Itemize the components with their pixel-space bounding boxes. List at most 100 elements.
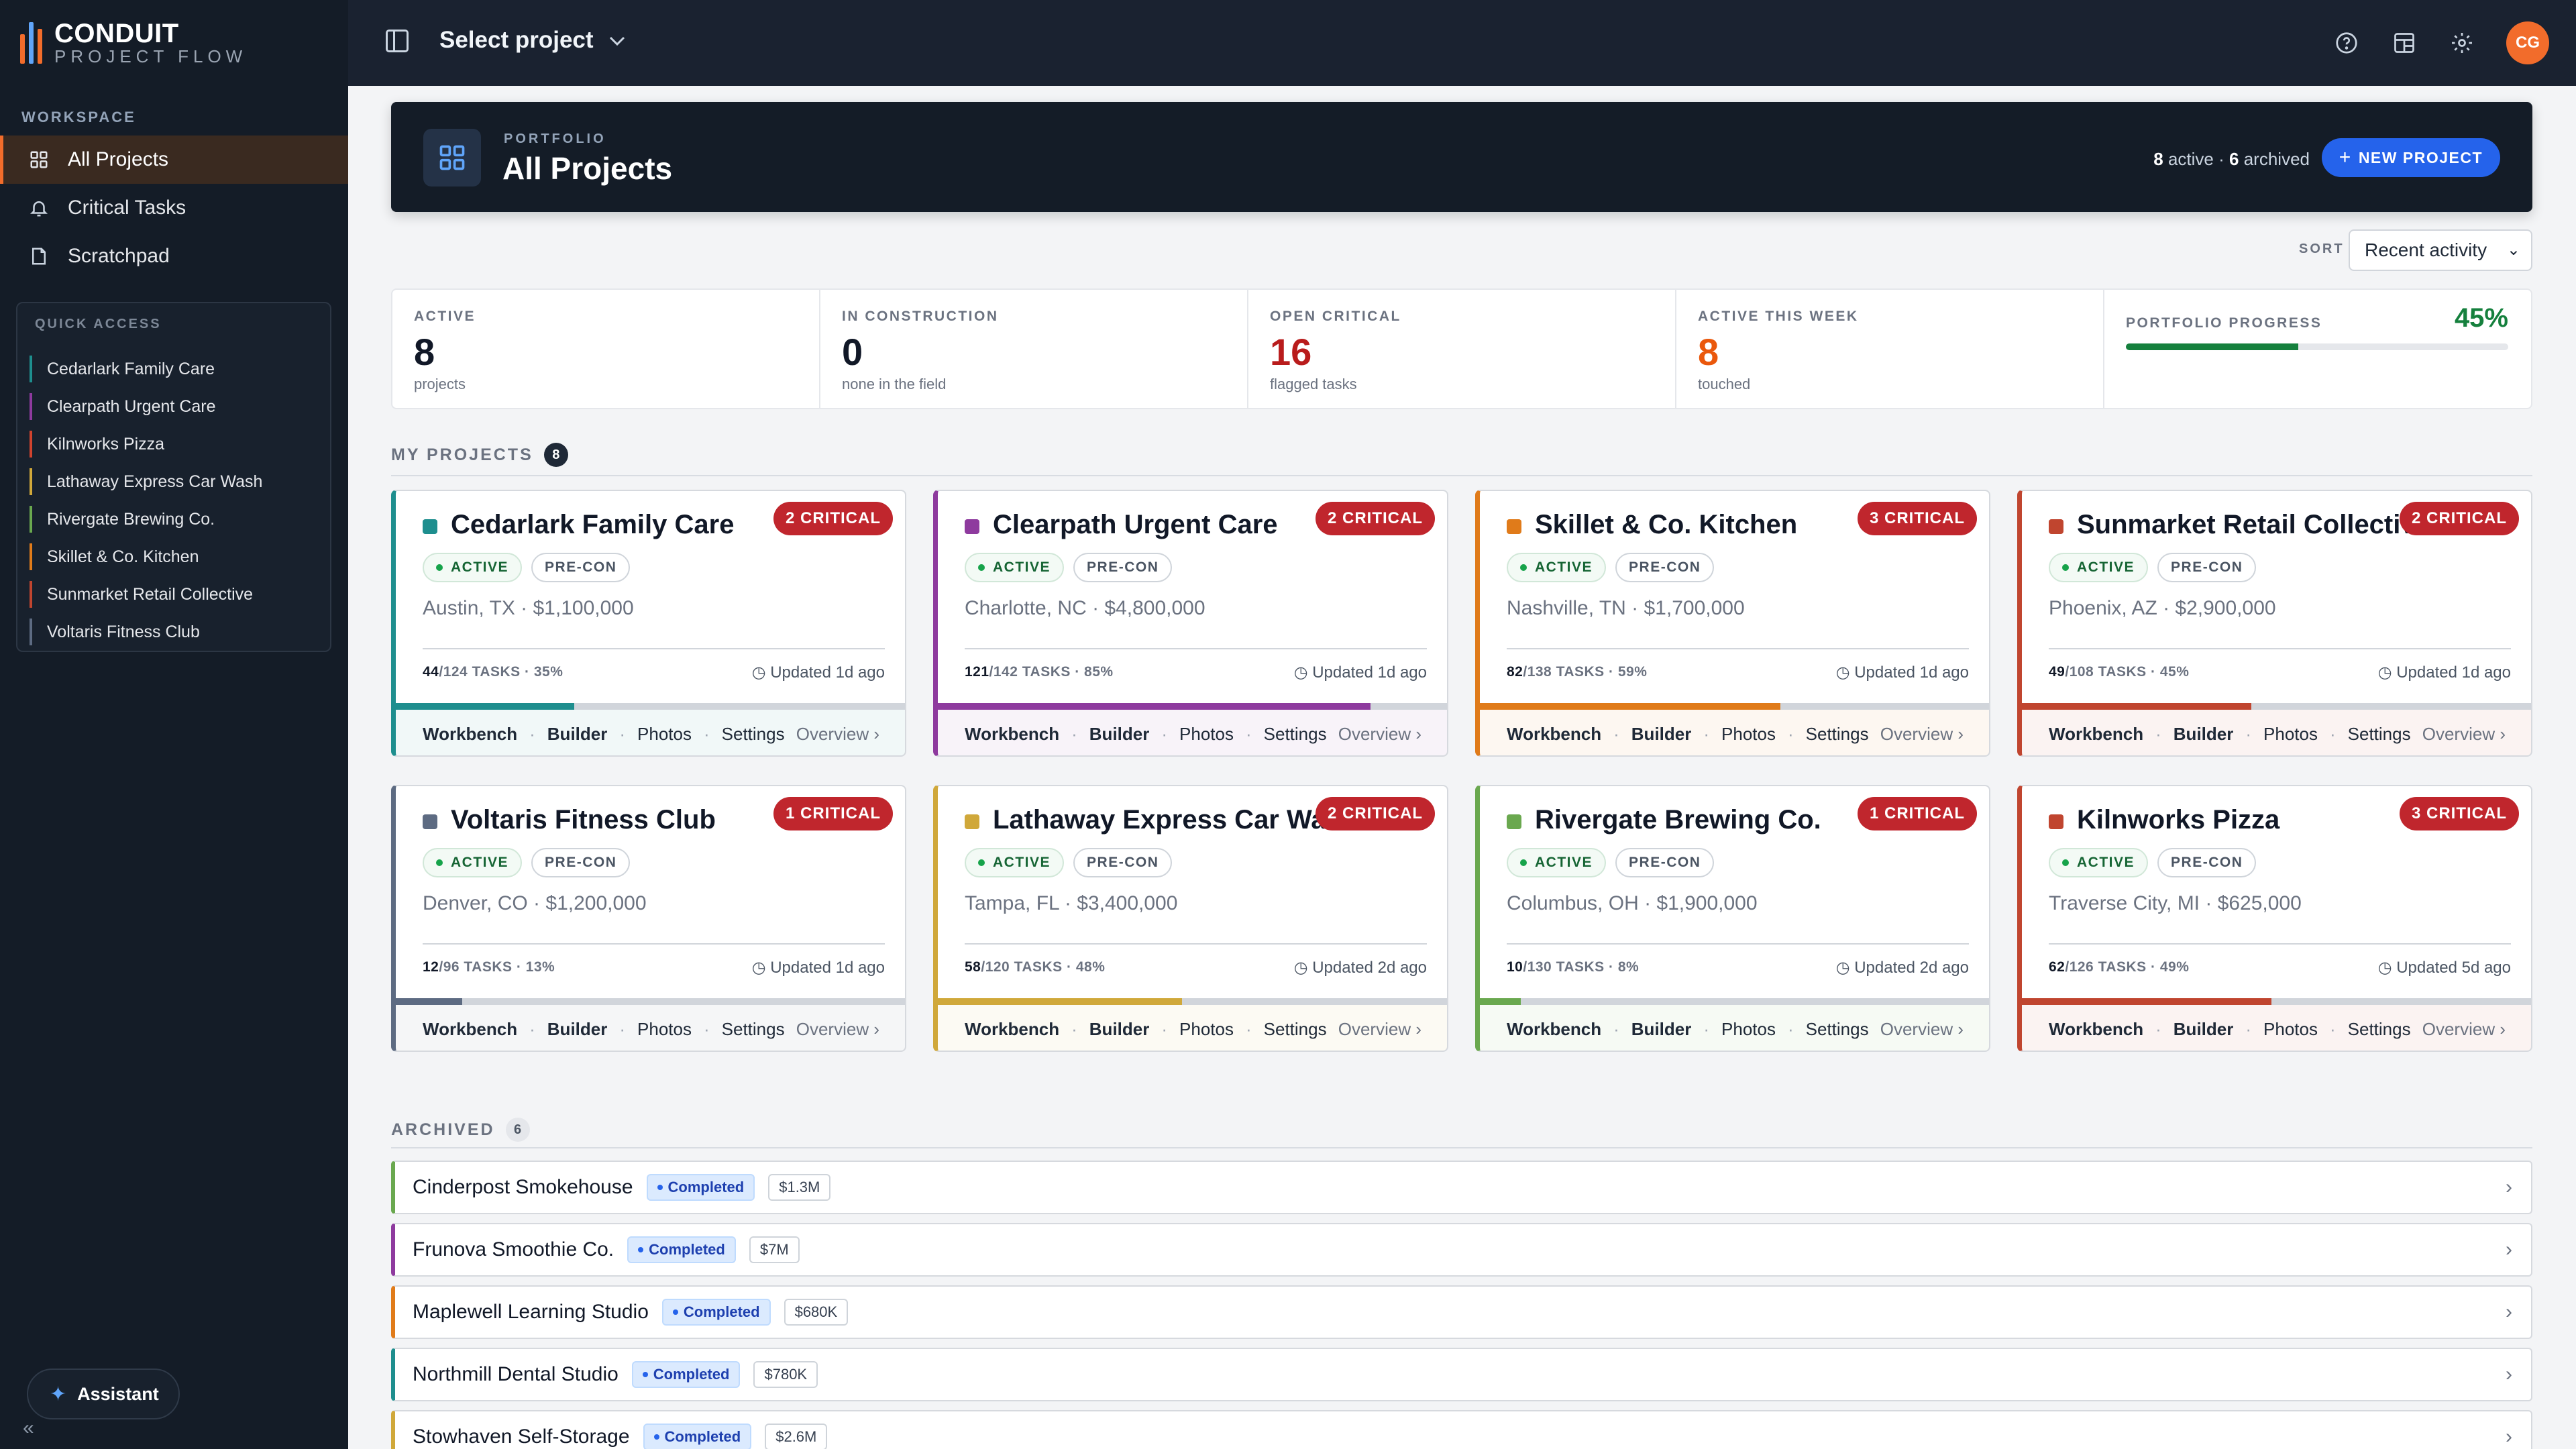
project-progress-fill (938, 703, 1371, 710)
overview-link[interactable]: Overview › (2422, 1018, 2506, 1039)
photos-link[interactable]: Photos (2263, 723, 2318, 744)
photos-link[interactable]: Photos (1179, 723, 1234, 744)
critical-badge[interactable]: 1 CRITICAL (1858, 797, 1977, 830)
sidebar-item-critical-tasks[interactable]: Critical Tasks (0, 184, 348, 232)
project-name[interactable]: Voltaris Fitness Club (451, 805, 716, 835)
critical-badge[interactable]: 2 CRITICAL (1316, 797, 1435, 830)
archived-row[interactable]: Cinderpost Smokehouse Completed $1.3M › (391, 1161, 2532, 1214)
overview-link[interactable]: Overview › (796, 723, 879, 744)
project-selector[interactable]: Select project (439, 27, 626, 54)
sort-select[interactable]: Recent activity ⌄ (2349, 229, 2532, 271)
workbench-link[interactable]: Workbench (965, 723, 1060, 744)
workbench-link[interactable]: Workbench (1507, 1018, 1602, 1039)
builder-link[interactable]: Builder (1631, 723, 1692, 744)
new-project-label: NEW PROJECT (2358, 148, 2483, 166)
settings-link[interactable]: Settings (721, 1018, 785, 1039)
project-card[interactable]: Lathaway Express Car Wash 2 CRITICAL ACTIV… (933, 785, 1448, 1052)
project-name[interactable]: Lathaway Express Car Wash (993, 805, 1358, 835)
assistant-button[interactable]: ✦ Assistant (27, 1368, 180, 1419)
overview-link[interactable]: Overview › (1880, 1018, 1964, 1039)
builder-link[interactable]: Builder (1631, 1018, 1692, 1039)
settings-icon[interactable] (2449, 30, 2475, 56)
quick-access-item[interactable]: Voltaris Fitness Club (30, 619, 262, 645)
settings-link[interactable]: Settings (1263, 1018, 1327, 1039)
settings-link[interactable]: Settings (721, 723, 785, 744)
help-icon[interactable] (2333, 30, 2360, 56)
critical-badge[interactable]: 2 CRITICAL (2400, 502, 2519, 535)
project-progress-bar (396, 703, 905, 710)
project-card[interactable]: Cedarlark Family Care 2 CRITICAL ACTIVE PRE… (391, 490, 906, 757)
layout-icon[interactable] (2391, 30, 2418, 56)
project-card[interactable]: Clearpath Urgent Care 2 CRITICAL ACTIVE PRE… (933, 490, 1448, 757)
photos-link[interactable]: Photos (2263, 1018, 2318, 1039)
critical-badge[interactable]: 1 CRITICAL (773, 797, 893, 830)
project-card[interactable]: Voltaris Fitness Club 1 CRITICAL ACTIVE PRE… (391, 785, 906, 1052)
updated-time: ◷ Updated 1d ago (1293, 663, 1427, 682)
project-name[interactable]: Sunmarket Retail Collective (2077, 510, 2430, 539)
quick-access-item[interactable]: Rivergate Brewing Co. (30, 506, 262, 533)
divider (423, 943, 885, 945)
new-project-button[interactable]: + NEW PROJECT (2321, 138, 2500, 177)
builder-link[interactable]: Builder (547, 723, 608, 744)
photos-link[interactable]: Photos (637, 723, 692, 744)
critical-badge[interactable]: 2 CRITICAL (773, 502, 893, 535)
overview-link[interactable]: Overview › (1880, 723, 1964, 744)
archived-row[interactable]: Maplewell Learning Studio Completed $680K › (391, 1285, 2532, 1339)
project-card[interactable]: Kilnworks Pizza 3 CRITICAL ACTIVE PRE-CON Tr… (2017, 785, 2532, 1052)
workbench-link[interactable]: Workbench (423, 723, 518, 744)
settings-link[interactable]: Settings (1263, 723, 1327, 744)
workbench-link[interactable]: Workbench (423, 1018, 518, 1039)
project-name[interactable]: Cedarlark Family Care (451, 510, 735, 539)
project-card[interactable]: Skillet & Co. Kitchen 3 CRITICAL ACTIVE PRE… (1475, 490, 1990, 757)
project-name[interactable]: Clearpath Urgent Care (993, 510, 1278, 539)
overview-link[interactable]: Overview › (796, 1018, 879, 1039)
workbench-link[interactable]: Workbench (1507, 723, 1602, 744)
builder-link[interactable]: Builder (547, 1018, 608, 1039)
workbench-link[interactable]: Workbench (2049, 723, 2144, 744)
overview-link[interactable]: Overview › (1338, 1018, 1421, 1039)
quick-access-item[interactable]: Clearpath Urgent Care (30, 393, 262, 420)
workbench-link[interactable]: Workbench (2049, 1018, 2144, 1039)
quick-access-item[interactable]: Cedarlark Family Care (30, 356, 262, 382)
sidebar-item-scratchpad[interactable]: Scratchpad (0, 232, 348, 280)
critical-badge[interactable]: 3 CRITICAL (1858, 502, 1977, 535)
quick-access-item[interactable]: Skillet & Co. Kitchen (30, 543, 262, 570)
workbench-link[interactable]: Workbench (965, 1018, 1060, 1039)
critical-badge[interactable]: 2 CRITICAL (1316, 502, 1435, 535)
overview-link[interactable]: Overview › (2422, 723, 2506, 744)
double-chevron-left-icon[interactable]: « (23, 1417, 34, 1439)
project-card[interactable]: Rivergate Brewing Co. 1 CRITICAL ACTIVE PRE… (1475, 785, 1990, 1052)
settings-link[interactable]: Settings (1805, 1018, 1869, 1039)
project-name[interactable]: Rivergate Brewing Co. (1535, 805, 1821, 835)
builder-link[interactable]: Builder (1089, 723, 1150, 744)
overview-link[interactable]: Overview › (1338, 723, 1421, 744)
builder-link[interactable]: Builder (2173, 723, 2234, 744)
project-card[interactable]: Sunmarket Retail Collective 2 CRITICAL ACT… (2017, 490, 2532, 757)
archived-row[interactable]: Northmill Dental Studio Completed $780K › (391, 1348, 2532, 1401)
builder-link[interactable]: Builder (2173, 1018, 2234, 1039)
archived-project-name: Stowhaven Self-Storage (413, 1426, 630, 1448)
builder-link[interactable]: Builder (1089, 1018, 1150, 1039)
settings-link[interactable]: Settings (2347, 1018, 2411, 1039)
settings-link[interactable]: Settings (1805, 723, 1869, 744)
sidebar-toggle-icon[interactable] (386, 30, 409, 52)
brand-logo[interactable]: CONDUIT PROJECT FLOW (20, 20, 247, 66)
photos-link[interactable]: Photos (1179, 1018, 1234, 1039)
critical-badge[interactable]: 3 CRITICAL (2400, 797, 2519, 830)
sidebar-item-all-projects[interactable]: All Projects (0, 136, 348, 184)
page-kicker: PORTFOLIO (504, 131, 606, 146)
stats-bar: ACTIVE 8 projects IN CONSTRUCTION 0 none… (391, 288, 2532, 409)
quick-access-item[interactable]: Sunmarket Retail Collective (30, 581, 262, 608)
avatar[interactable]: CG (2506, 21, 2549, 64)
quick-access-item[interactable]: Kilnworks Pizza (30, 431, 262, 458)
settings-link[interactable]: Settings (2347, 723, 2411, 744)
photos-link[interactable]: Photos (1721, 723, 1776, 744)
archived-row[interactable]: Frunova Smoothie Co. Completed $7M › (391, 1223, 2532, 1277)
archived-row[interactable]: Stowhaven Self-Storage Completed $2.6M › (391, 1410, 2532, 1449)
project-name[interactable]: Kilnworks Pizza (2077, 805, 2280, 835)
quick-access-item[interactable]: Lathaway Express Car Wash (30, 468, 262, 495)
project-progress-fill (938, 998, 1183, 1005)
photos-link[interactable]: Photos (1721, 1018, 1776, 1039)
project-name[interactable]: Skillet & Co. Kitchen (1535, 510, 1798, 539)
photos-link[interactable]: Photos (637, 1018, 692, 1039)
